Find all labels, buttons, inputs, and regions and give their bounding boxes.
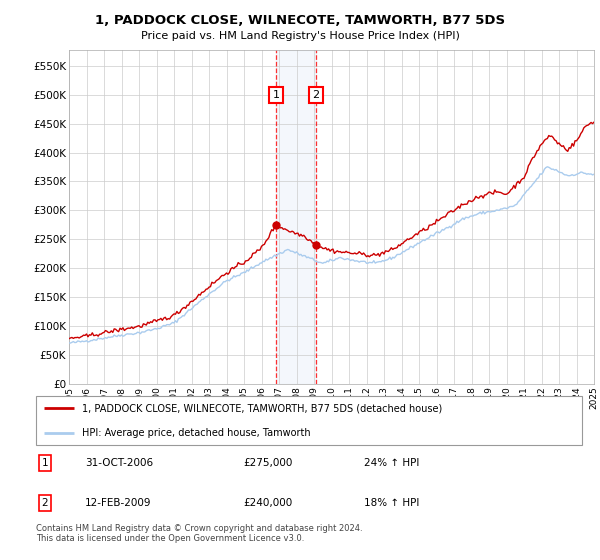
Text: 1, PADDOCK CLOSE, WILNECOTE, TAMWORTH, B77 5DS: 1, PADDOCK CLOSE, WILNECOTE, TAMWORTH, B… <box>95 14 505 27</box>
Text: 1, PADDOCK CLOSE, WILNECOTE, TAMWORTH, B77 5DS (detached house): 1, PADDOCK CLOSE, WILNECOTE, TAMWORTH, B… <box>82 403 443 413</box>
Text: 18% ↑ HPI: 18% ↑ HPI <box>364 498 419 507</box>
Text: 2: 2 <box>41 498 48 507</box>
Text: £240,000: £240,000 <box>244 498 293 507</box>
FancyBboxPatch shape <box>36 396 582 445</box>
Text: 2: 2 <box>313 90 320 100</box>
Text: 31-OCT-2006: 31-OCT-2006 <box>85 459 153 468</box>
Text: Price paid vs. HM Land Registry's House Price Index (HPI): Price paid vs. HM Land Registry's House … <box>140 31 460 41</box>
Text: Contains HM Land Registry data © Crown copyright and database right 2024.
This d: Contains HM Land Registry data © Crown c… <box>36 524 362 543</box>
Text: £275,000: £275,000 <box>244 459 293 468</box>
Text: 1: 1 <box>272 90 280 100</box>
Text: 12-FEB-2009: 12-FEB-2009 <box>85 498 152 507</box>
Text: HPI: Average price, detached house, Tamworth: HPI: Average price, detached house, Tamw… <box>82 428 311 438</box>
Bar <box>276 50 316 384</box>
Text: 1: 1 <box>41 459 48 468</box>
Text: 24% ↑ HPI: 24% ↑ HPI <box>364 459 419 468</box>
